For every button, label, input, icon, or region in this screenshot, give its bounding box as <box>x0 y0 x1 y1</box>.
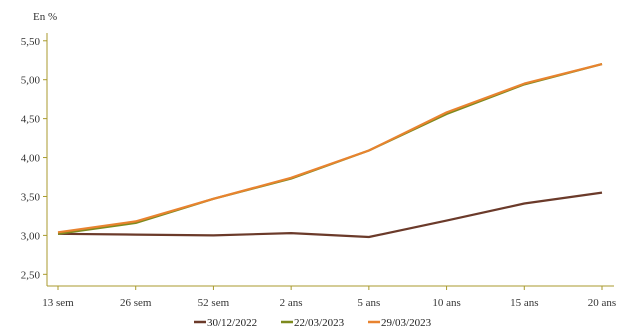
legend-label: 29/03/2023 <box>381 317 432 329</box>
x-tick-label: 2 ans <box>280 297 303 309</box>
y-tick-label: 4,50 <box>21 114 41 126</box>
x-tick-label: 20 ans <box>588 297 616 309</box>
y-tick-label: 5,00 <box>21 75 41 87</box>
series-line <box>57 63 603 234</box>
y-tick-label: 5,50 <box>21 36 41 48</box>
x-tick-label: 26 sem <box>120 297 152 309</box>
legend-label: 22/03/2023 <box>294 317 345 329</box>
y-unit-label: En % <box>33 11 57 23</box>
x-tick-label: 13 sem <box>42 297 74 309</box>
x-tick-label: 10 ans <box>432 297 460 309</box>
x-tick-label: 15 ans <box>510 297 538 309</box>
series-layer <box>57 63 603 239</box>
y-tick-label: 2,50 <box>21 269 41 281</box>
series-line <box>57 191 603 239</box>
series-line <box>57 63 603 235</box>
x-tick-label: 5 ans <box>357 297 380 309</box>
legend: 30/12/2022 22/03/2023 29/03/2023 <box>194 317 432 329</box>
y-tick-label: 4,00 <box>21 153 41 165</box>
y-tick-label: 3,50 <box>21 191 41 203</box>
y-tick-label: 3,00 <box>21 230 41 242</box>
axes: 2,50 3,00 3,50 4,00 4,50 5,00 5,50 13 sem 26 sem… <box>21 33 616 309</box>
x-tick-label: 52 sem <box>198 297 230 309</box>
legend-label: 30/12/2022 <box>207 317 257 329</box>
